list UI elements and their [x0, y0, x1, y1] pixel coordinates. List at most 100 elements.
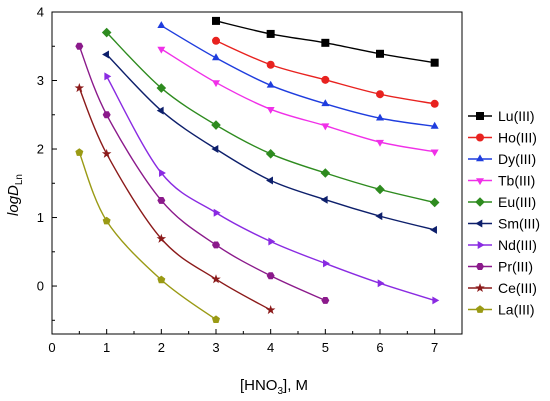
legend-label: Eu(III): [498, 194, 536, 210]
data-point-ndiii: [213, 208, 221, 217]
legend-item-smiii: Sm(III): [468, 216, 540, 232]
data-point-tbiii: [321, 123, 330, 131]
data-point-smiii: [211, 145, 219, 153]
data-point-priii: [212, 241, 220, 249]
legend-label: Dy(III): [498, 151, 536, 167]
data-point-smiii: [156, 106, 164, 115]
legend-label: Tb(III): [498, 173, 535, 189]
data-point-ndiii: [432, 296, 440, 305]
x-axis-title-main: [HNO: [240, 377, 278, 394]
legend-marker: [475, 283, 485, 293]
data-point-tbiii: [430, 149, 439, 157]
data-point-hoiii: [212, 36, 220, 45]
data-point-hoiii: [321, 75, 330, 84]
data-point-priii: [157, 196, 166, 204]
series-dyiii: [157, 21, 439, 129]
data-point-ceiii: [211, 274, 221, 284]
axes: 0 1 2 3 4 5 6 7 0 1 2 3 4: [37, 5, 463, 355]
legend-label: Ce(III): [498, 280, 537, 296]
data-point-euiii: [429, 197, 440, 208]
series-smiii: [102, 50, 437, 234]
x-tick-label: 3: [212, 340, 219, 355]
legend-item-tbiii: Tb(III): [468, 173, 535, 189]
data-point-smiii: [266, 176, 273, 185]
data-point-smiii: [430, 225, 437, 234]
data-point-ceiii: [101, 148, 112, 158]
data-point-euiii: [156, 83, 167, 93]
legend-item-hoiii: Ho(III): [468, 130, 537, 146]
legend-item-euiii: Eu(III): [468, 194, 536, 210]
data-point-dyiii: [321, 99, 330, 107]
plot-frame: [51, 11, 463, 335]
x-tick-label: 0: [48, 340, 55, 355]
data-point-dyiii: [376, 113, 384, 121]
y-axis-title-sub: Ln: [14, 174, 25, 185]
x-tick-label: 5: [322, 340, 329, 355]
data-point-ndiii: [323, 259, 330, 268]
series-euiii: [101, 27, 440, 208]
data-point-ndiii: [159, 169, 166, 177]
data-point-smiii: [102, 50, 109, 59]
x-tick-label: 1: [103, 340, 110, 355]
data-point-dyiii: [266, 80, 275, 88]
data-point-luiii: [430, 58, 439, 67]
series-group: [74, 16, 440, 324]
legend-label: La(III): [498, 302, 535, 318]
data-point-euiii: [320, 168, 331, 178]
series-hoiii: [212, 36, 439, 108]
legend-item-ndiii: Nd(III): [468, 237, 537, 253]
legend-item-priii: Pr(III): [468, 259, 533, 275]
data-point-hoiii: [430, 99, 439, 108]
data-point-dyiii: [212, 53, 220, 61]
y-tick-label: 4: [37, 5, 44, 20]
legend-label: Sm(III): [498, 216, 540, 232]
data-point-ceiii: [156, 233, 167, 243]
series-ceiii: [74, 83, 276, 315]
data-point-priii: [75, 42, 84, 50]
legend-marker: [476, 178, 484, 186]
data-point-luiii: [266, 29, 275, 38]
legend-item-luiii: Lu(III): [468, 108, 535, 124]
data-point-euiii: [101, 27, 112, 38]
series-laiii: [75, 148, 220, 324]
data-point-luiii: [376, 49, 384, 58]
data-point-laiii: [157, 275, 166, 284]
series-line-laiii: [78, 152, 217, 321]
y-tick-label: 0: [37, 279, 44, 294]
data-point-euiii: [211, 120, 221, 130]
data-point-dyiii: [157, 21, 166, 28]
data-point-dyiii: [430, 121, 439, 129]
x-axis-title-suffix: ], M: [283, 377, 308, 394]
legend-label: Lu(III): [498, 108, 535, 124]
data-point-laiii: [212, 315, 220, 324]
series-priii: [75, 42, 330, 304]
data-point-tbiii: [212, 80, 220, 88]
data-point-priii: [321, 296, 330, 304]
series-luiii: [212, 16, 439, 67]
legend-label: Ho(III): [498, 130, 537, 146]
x-axis-title-sub: 3: [277, 386, 283, 397]
series-ndiii: [104, 72, 440, 305]
data-point-hoiii: [376, 90, 384, 99]
data-point-laiii: [102, 216, 111, 225]
x-tick-label: 7: [431, 340, 438, 355]
x-axis-title: [HNO3], M: [240, 377, 308, 397]
data-point-smiii: [375, 212, 383, 221]
y-axis-title: logDLn: [5, 174, 25, 216]
data-point-luiii: [321, 38, 330, 47]
data-point-luiii: [212, 16, 220, 25]
data-point-euiii: [265, 149, 276, 159]
legend-marker: [477, 241, 485, 249]
legend-marker: [476, 305, 484, 313]
data-point-ndiii: [104, 72, 112, 81]
data-point-ceiii: [265, 305, 276, 315]
data-point-ndiii: [268, 237, 276, 246]
y-tick-label: 3: [37, 73, 44, 88]
data-point-euiii: [375, 184, 385, 195]
legend: Lu(III) Ho(III) Dy(III) Tb(III) Eu(III) Sm(II…: [468, 108, 540, 318]
series-line-ceiii: [78, 87, 272, 311]
legend-marker: [476, 112, 484, 120]
series-line-priii: [78, 46, 326, 302]
data-point-priii: [102, 111, 111, 119]
